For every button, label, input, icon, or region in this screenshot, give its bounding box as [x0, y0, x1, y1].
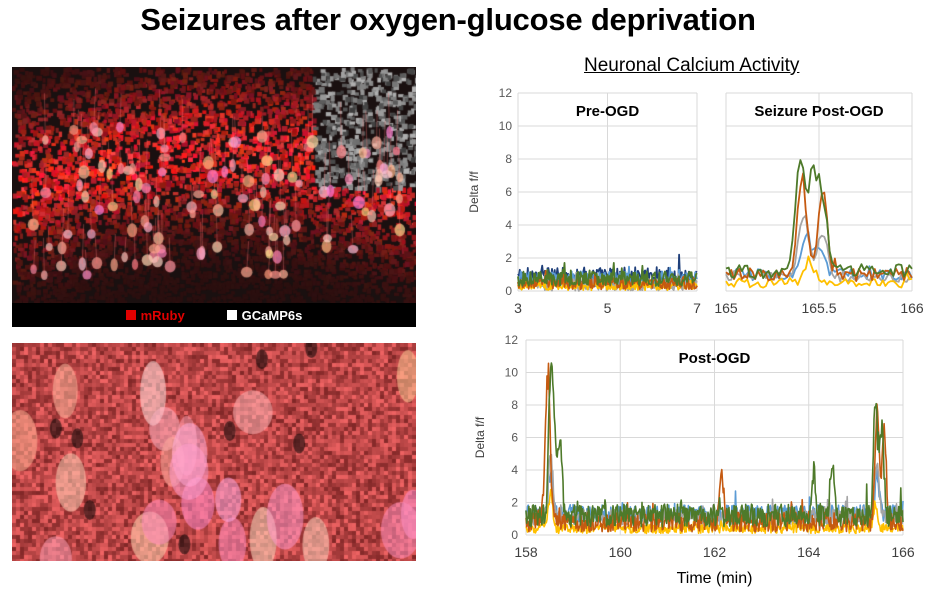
- gcamp6s-swatch-icon: [226, 310, 237, 320]
- mruby-swatch-icon: [125, 310, 136, 320]
- legend-label-mruby: mRuby: [140, 307, 185, 323]
- panel-title: Pre-OGD: [576, 103, 640, 120]
- panel-title: Seizure Post-OGD: [754, 103, 883, 120]
- series-line-cell-green: [725, 159, 913, 280]
- microscopy-image-zoomed: [12, 343, 416, 561]
- x-tick-label: 5: [604, 300, 612, 316]
- fluorescence-image-zoomed: [12, 343, 416, 561]
- y-tick-label: 2: [511, 496, 518, 510]
- legend-item-mruby: mRuby: [125, 307, 185, 323]
- y-tick-label: 6: [511, 431, 518, 445]
- series-line-cell-green: [525, 362, 904, 528]
- chart-post-ogd: 0 2 4 6 8 10 12 158 160 162 164 166 Post-OGD Delta f/…: [473, 333, 915, 587]
- y-axis-label: Delta f/f: [467, 171, 481, 213]
- fluorescence-image-overview: [12, 67, 416, 303]
- y-tick-label: 0: [505, 284, 512, 298]
- x-tick-label: 164: [797, 544, 821, 560]
- y-tick-label: 2: [505, 251, 512, 265]
- series-line-cell-green: [517, 261, 698, 287]
- x-tick-label: 158: [514, 544, 538, 560]
- y-tick-label: 10: [499, 119, 513, 133]
- series-line-cell-yellow: [725, 255, 913, 289]
- y-tick-label: 12: [505, 333, 519, 347]
- x-tick-label: 165.5: [801, 300, 836, 316]
- x-tick-label: 162: [703, 544, 727, 560]
- legend-label-gcamp6s: GCaMP6s: [241, 307, 303, 323]
- page-title: Seizures after oxygen-glucose deprivatio…: [140, 2, 756, 37]
- x-tick-label: 160: [609, 544, 633, 560]
- y-tick-label: 0: [511, 528, 518, 542]
- image-legend: mRuby GCaMP6s: [12, 303, 416, 327]
- chart-seizure-post-ogd: 165 165.5 166 Seizure Post-OGD: [714, 92, 924, 316]
- y-tick-label: 8: [511, 398, 518, 412]
- x-tick-label: 3: [514, 300, 522, 316]
- x-tick-label: 165: [714, 300, 738, 316]
- y-tick-label: 4: [505, 218, 512, 232]
- series-line-cell-orange: [517, 269, 698, 291]
- x-tick-label: 166: [891, 544, 915, 560]
- y-tick-label: 10: [505, 366, 519, 380]
- x-tick-label: 166: [900, 300, 924, 316]
- x-tick-label: 7: [693, 300, 701, 316]
- y-tick-label: 6: [505, 185, 512, 199]
- x-axis-label: Time (min): [677, 570, 753, 587]
- y-tick-label: 8: [505, 152, 512, 166]
- microscopy-image-overview: mRuby GCaMP6s: [12, 67, 416, 327]
- y-tick-label: 12: [499, 86, 513, 100]
- section-title: Neuronal Calcium Activity: [584, 55, 800, 76]
- chart-pre-ogd: 0 2 4 6 8 10 12 3 5 7 Pre-OGD Delta f/f: [467, 86, 701, 316]
- legend-item-gcamp6s: GCaMP6s: [226, 307, 303, 323]
- panel-title: Post-OGD: [679, 350, 751, 367]
- y-axis-label: Delta f/f: [473, 416, 487, 458]
- y-tick-label: 4: [511, 463, 518, 477]
